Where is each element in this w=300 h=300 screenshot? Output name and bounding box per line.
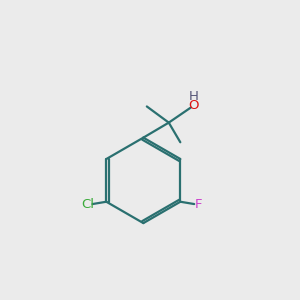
Text: F: F (195, 198, 202, 211)
Text: Cl: Cl (81, 198, 94, 211)
Text: O: O (188, 99, 199, 112)
Text: H: H (188, 90, 198, 103)
